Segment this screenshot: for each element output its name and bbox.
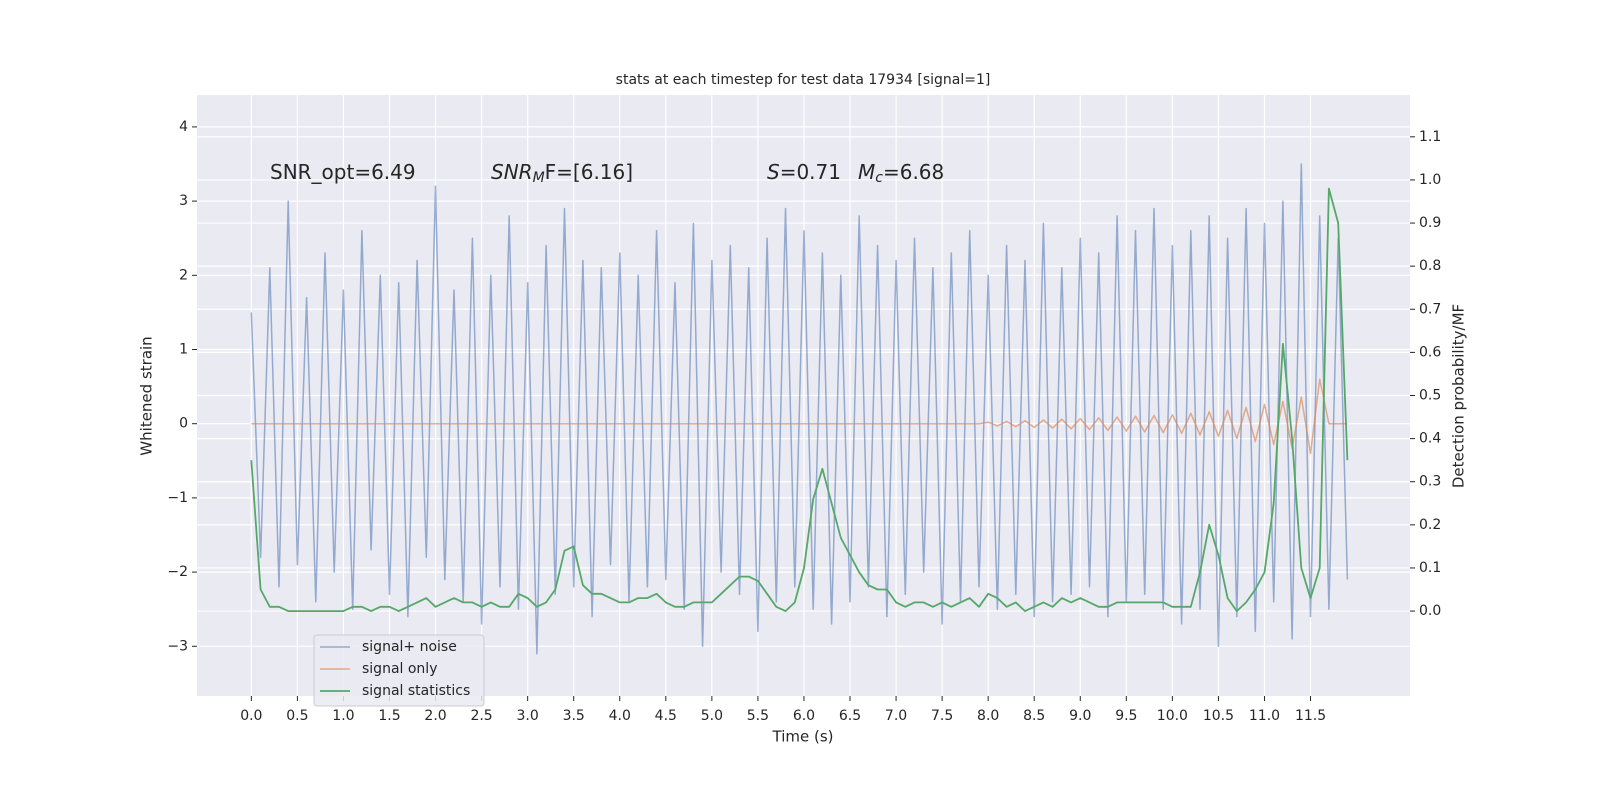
series-line [250, 187, 1349, 612]
y2-tick-label: 0.0 [1419, 603, 1441, 619]
x-axis-label: Time (s) [772, 728, 834, 746]
x-tick-label: 6.0 [793, 708, 815, 724]
x-tick-label: 2.0 [424, 708, 446, 724]
annotation-symbol: SNR [491, 160, 533, 184]
y-tick-label: 0 [179, 416, 188, 432]
y-tick-label: 3 [179, 193, 188, 209]
series-line [250, 163, 1349, 655]
y-axis-label: Whitened strain [138, 336, 156, 455]
y-tick-label: −1 [167, 490, 188, 506]
annotation: SNR_opt=6.49 [270, 160, 416, 184]
annotation-text: SNR_opt=6.49 [270, 160, 416, 184]
x-tick-label: 11.0 [1249, 708, 1280, 724]
x-tick-label: 5.5 [747, 708, 769, 724]
x-tick-label: 9.0 [1069, 708, 1091, 724]
annotation-value: F=[6.16] [545, 160, 633, 184]
y-tick-label: 1 [179, 341, 188, 357]
y2-tick-label: 0.3 [1419, 474, 1441, 490]
x-tick-label: 8.0 [977, 708, 999, 724]
x-tick-label: 3.5 [563, 708, 585, 724]
annotation-subscript: M [533, 170, 545, 186]
y2-tick-label: 0.9 [1419, 215, 1441, 231]
x-tick-label: 1.0 [332, 708, 354, 724]
annotation: SNRMF=[6.16] [491, 160, 633, 187]
y2-tick-label: 0.6 [1419, 344, 1441, 360]
y2-axis-label: Detection probability/MF [1450, 304, 1468, 488]
x-tick-label: 3.0 [517, 708, 539, 724]
x-tick-label: 4.0 [609, 708, 631, 724]
x-tick-label: 0.5 [286, 708, 308, 724]
y-tick-label: −2 [167, 564, 188, 580]
annotation-value: =0.71 [780, 160, 841, 184]
y-tick-label: 4 [179, 119, 188, 135]
y2-tick-label: 0.5 [1419, 388, 1441, 404]
x-tick-label: 8.5 [1023, 708, 1045, 724]
y2-tick-label: 0.8 [1419, 258, 1441, 274]
legend-box [313, 634, 485, 707]
annotation: Mc=6.68 [858, 160, 944, 187]
x-tick-label: 7.0 [885, 708, 907, 724]
x-tick-label: 0.0 [240, 708, 262, 724]
x-tick-label: 1.5 [378, 708, 400, 724]
y2-tick-label: 0.1 [1419, 560, 1441, 576]
x-tick-label: 2.5 [470, 708, 492, 724]
y2-tick-label: 0.4 [1419, 431, 1441, 447]
chart-title: stats at each timestep for test data 179… [616, 72, 991, 88]
legend-label: signal statistics [362, 683, 470, 699]
legend-label: signal+ noise [362, 639, 457, 655]
annotation-symbol: M [858, 160, 875, 184]
y-tick-label: 2 [179, 267, 188, 283]
x-tick-label: 6.5 [839, 708, 861, 724]
y2-tick-label: 0.7 [1419, 301, 1441, 317]
annotation-subscript: c [875, 170, 883, 186]
x-tick-label: 4.5 [655, 708, 677, 724]
annotation-symbol: S [767, 160, 780, 184]
series-line [251, 378, 1348, 455]
annotation: S=0.71 [767, 160, 841, 184]
y2-tick-label: 0.2 [1419, 517, 1441, 533]
annotation-value: =6.68 [883, 160, 944, 184]
x-tick-label: 10.0 [1157, 708, 1188, 724]
y-tick-label: −3 [167, 638, 188, 654]
x-tick-label: 10.5 [1203, 708, 1234, 724]
x-tick-label: 7.5 [931, 708, 953, 724]
x-tick-label: 11.5 [1295, 708, 1326, 724]
y2-tick-label: 1.0 [1419, 172, 1441, 188]
x-tick-label: 9.5 [1115, 708, 1137, 724]
y2-tick-label: 1.1 [1419, 129, 1441, 145]
x-tick-label: 5.0 [701, 708, 723, 724]
legend-label: signal only [362, 661, 437, 677]
